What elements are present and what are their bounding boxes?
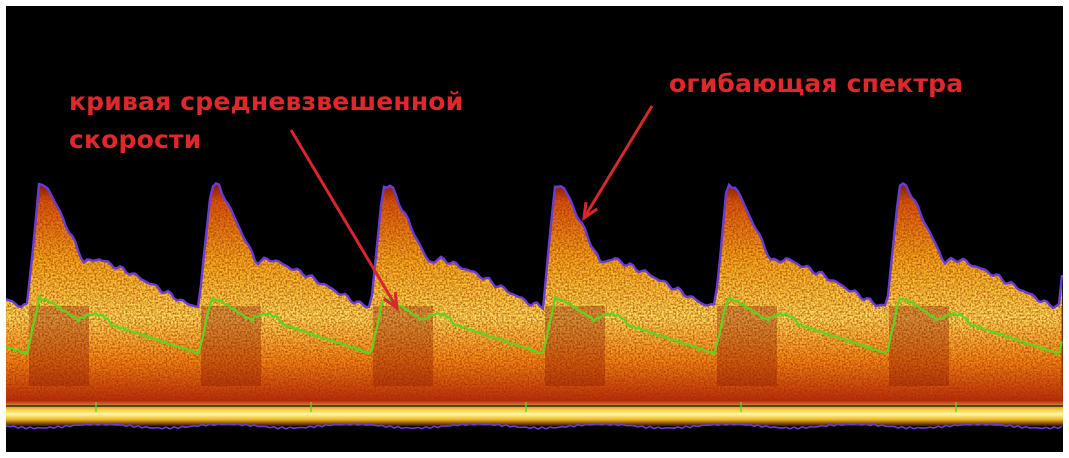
systolic-shadow <box>201 306 261 386</box>
envelope-label: огибающая спектра <box>669 69 964 98</box>
mean-velocity-label-line2: скорости <box>69 125 202 154</box>
systolic-shadow <box>717 306 777 386</box>
mean-velocity-curve <box>6 294 1063 356</box>
spectrogram-plot <box>6 105 1063 430</box>
systolic-shadow <box>1061 306 1063 386</box>
baseline-band <box>6 400 1063 430</box>
doppler-spectrogram: кривая средневзвешенной скорости огибающ… <box>6 6 1063 452</box>
mean-velocity-label-line1: кривая средневзвешенной <box>69 87 464 116</box>
baseline-glow <box>6 400 1063 426</box>
envelope-curve <box>6 181 1063 312</box>
reverse-envelope <box>6 422 1063 430</box>
arrow-to-mean-curve-icon <box>289 129 399 312</box>
arrow-to-envelope-icon <box>582 105 654 222</box>
